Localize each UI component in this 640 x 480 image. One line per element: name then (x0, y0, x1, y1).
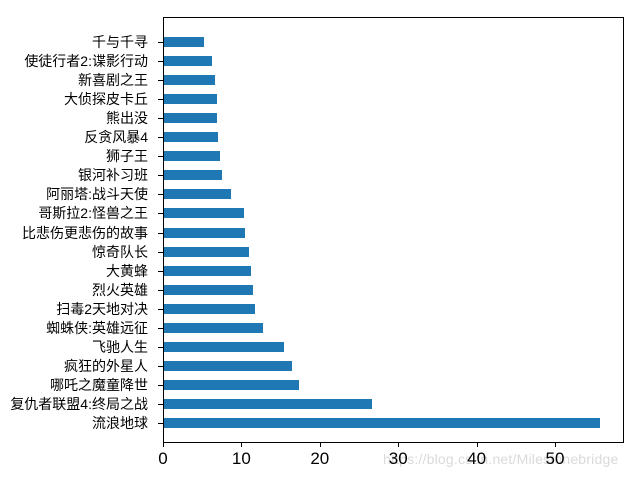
y-tick-label: 新喜剧之王 (78, 72, 148, 89)
x-tick-label: 30 (388, 449, 408, 468)
bar-银河补习班 (164, 170, 222, 181)
x-tick-label: 40 (467, 449, 487, 468)
x-tick-mark (241, 443, 243, 447)
x-tick-mark (398, 443, 400, 447)
y-tick-mark (158, 80, 163, 82)
plot-area (163, 17, 624, 443)
y-tick-label: 飞驰人生 (92, 338, 148, 355)
y-tick-label: 使徒行者2:谍影行动 (24, 53, 148, 70)
bar-大黄蜂 (164, 265, 251, 276)
y-tick-mark (158, 251, 163, 253)
y-tick-mark (158, 403, 163, 405)
y-tick-mark (158, 213, 163, 215)
y-tick-mark (158, 384, 163, 386)
y-tick-mark (158, 42, 163, 44)
y-tick-mark (158, 232, 163, 234)
y-tick-mark (158, 156, 163, 158)
y-tick-mark (158, 270, 163, 272)
y-tick-mark (158, 61, 163, 63)
bar-哪吒之魔童降世 (164, 379, 300, 390)
bar-烈火英雄 (164, 284, 254, 295)
x-tick-mark (319, 443, 321, 447)
x-tick-mark (476, 443, 478, 447)
bar-阿丽塔:战斗天使 (164, 189, 232, 200)
y-tick-label: 阿丽塔:战斗天使 (46, 186, 148, 203)
y-tick-label: 狮子王 (106, 148, 148, 165)
y-tick-mark (158, 175, 163, 177)
bar-飞驰人生 (164, 341, 284, 352)
y-tick-mark (158, 118, 163, 120)
bar-哥斯拉2:怪兽之王 (164, 208, 244, 219)
y-tick-label: 大侦探皮卡丘 (64, 91, 148, 108)
x-tick-label: 20 (310, 449, 330, 468)
y-tick-mark (158, 327, 163, 329)
bar-疯狂的外星人 (164, 360, 292, 371)
y-tick-label: 流浪地球 (92, 414, 148, 431)
y-tick-mark (158, 137, 163, 139)
y-tick-mark (158, 308, 163, 310)
watermark-url: https://blog.csdn.net/Milestonebridge (383, 451, 619, 467)
y-tick-label: 哥斯拉2:怪兽之王 (38, 205, 148, 222)
bar-大侦探皮卡丘 (164, 94, 218, 105)
y-tick-label: 蜘蛛侠:英雄远征 (46, 319, 148, 336)
bar-狮子王 (164, 151, 221, 162)
bar-蜘蛛侠:英雄远征 (164, 322, 264, 333)
x-tick-label: 0 (158, 449, 168, 468)
x-tick-mark (555, 443, 556, 447)
y-tick-label: 千与千寻 (92, 34, 148, 51)
y-tick-mark (158, 289, 163, 291)
y-tick-label: 哪吒之魔童降世 (50, 376, 148, 393)
y-tick-label: 银河补习班 (78, 167, 148, 184)
x-tick-label: 50 (545, 449, 565, 468)
bar-惊奇队长 (164, 246, 250, 257)
y-tick-mark (158, 346, 163, 348)
y-tick-label: 比悲伤更悲伤的故事 (22, 224, 148, 241)
bar-反贪风暴4 (164, 132, 218, 143)
bar-扫毒2天地对决 (164, 303, 255, 314)
y-tick-label: 扫毒2天地对决 (56, 300, 148, 317)
y-tick-mark (158, 99, 163, 101)
bar-使徒行者2:谍影行动 (164, 56, 213, 67)
y-tick-label: 反贪风暴4 (84, 129, 148, 146)
x-tick-mark (163, 443, 164, 447)
y-tick-mark (158, 422, 163, 424)
bar-熊出没 (164, 113, 218, 124)
y-tick-mark (158, 365, 163, 367)
y-tick-label: 熊出没 (106, 110, 148, 127)
bar-千与千寻 (164, 37, 204, 48)
bar-流浪地球 (164, 417, 600, 428)
bar-比悲伤更悲伤的故事 (164, 227, 246, 238)
bar-复仇者联盟4:终局之战 (164, 398, 373, 409)
y-tick-label: 疯狂的外星人 (64, 357, 148, 374)
y-tick-label: 复仇者联盟4:终局之战 (10, 395, 148, 412)
y-tick-label: 烈火英雄 (92, 281, 148, 298)
y-tick-mark (158, 194, 163, 196)
x-tick-label: 10 (231, 449, 251, 468)
y-tick-label: 惊奇队长 (92, 243, 148, 260)
bar-新喜剧之王 (164, 75, 215, 86)
y-tick-label: 大黄蜂 (106, 262, 148, 279)
